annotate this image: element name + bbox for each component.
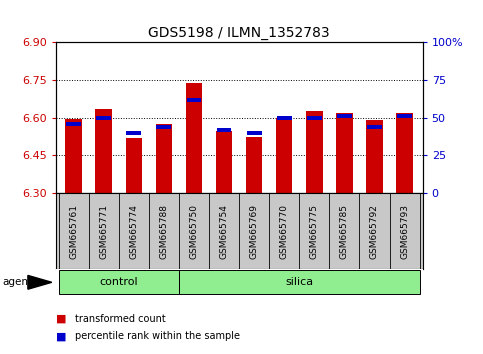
- Bar: [306, 112, 323, 193]
- Text: silica: silica: [285, 277, 313, 287]
- Bar: [367, 125, 382, 129]
- Title: GDS5198 / ILMN_1352783: GDS5198 / ILMN_1352783: [148, 26, 330, 40]
- Bar: [156, 125, 171, 129]
- Bar: [307, 116, 322, 120]
- Text: percentile rank within the sample: percentile rank within the sample: [75, 331, 240, 341]
- Bar: [185, 82, 202, 193]
- Polygon shape: [28, 275, 52, 289]
- Bar: [397, 114, 412, 118]
- Text: GSM665792: GSM665792: [370, 204, 379, 259]
- Bar: [396, 113, 413, 193]
- Text: GSM665770: GSM665770: [280, 204, 289, 259]
- Text: GSM665750: GSM665750: [189, 204, 199, 259]
- Bar: [277, 116, 292, 120]
- Text: GSM665775: GSM665775: [310, 204, 319, 259]
- Text: GSM665769: GSM665769: [250, 204, 258, 259]
- Text: ■: ■: [56, 331, 66, 341]
- Text: ■: ■: [56, 314, 66, 324]
- Bar: [246, 137, 262, 193]
- Text: GSM665788: GSM665788: [159, 204, 169, 259]
- Bar: [216, 131, 232, 193]
- Bar: [58, 270, 179, 294]
- Bar: [66, 122, 81, 126]
- Bar: [336, 113, 353, 193]
- Bar: [247, 131, 262, 135]
- Bar: [127, 131, 141, 135]
- Text: GSM665771: GSM665771: [99, 204, 108, 259]
- Bar: [366, 120, 383, 193]
- Bar: [96, 116, 111, 120]
- Text: control: control: [99, 277, 138, 287]
- Text: GSM665754: GSM665754: [220, 204, 228, 259]
- Text: transformed count: transformed count: [75, 314, 166, 324]
- Bar: [126, 138, 142, 193]
- Bar: [186, 98, 201, 102]
- Text: GSM665774: GSM665774: [129, 204, 138, 259]
- Bar: [337, 114, 352, 118]
- Text: GSM665761: GSM665761: [69, 204, 78, 259]
- Bar: [216, 128, 231, 132]
- Text: agent: agent: [2, 277, 32, 287]
- Text: GSM665793: GSM665793: [400, 204, 409, 259]
- Bar: [96, 109, 112, 193]
- Bar: [179, 270, 420, 294]
- Bar: [276, 118, 293, 193]
- Bar: [65, 119, 82, 193]
- Text: GSM665785: GSM665785: [340, 204, 349, 259]
- Bar: [156, 124, 172, 193]
